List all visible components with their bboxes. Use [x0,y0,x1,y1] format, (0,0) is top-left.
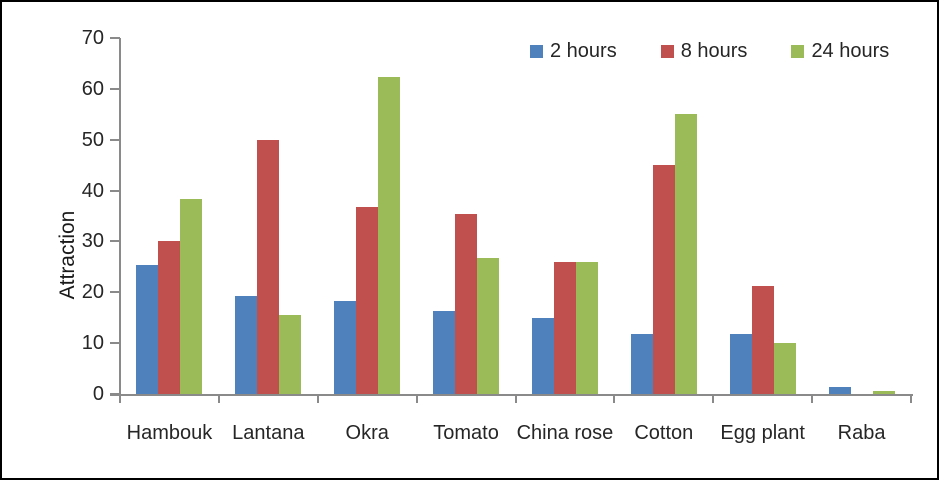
x-tick-mark [613,396,616,403]
y-tick-label: 30 [81,230,104,253]
x-tick-mark [910,396,912,403]
bar-2-hours-raba [828,387,851,394]
y-tick-mark [110,342,120,345]
bar-2-hours-egg-plant [729,334,752,394]
x-tick-mark [217,396,220,403]
y-tick-label: 60 [81,77,104,100]
x-category-label-tomato: Tomato [433,422,499,444]
bar-24-hours-raba [872,391,895,394]
y-tick-label: 70 [81,27,104,49]
y-tick-mark [110,393,120,395]
x-category-label-raba: Raba [837,422,886,444]
legend-swatch-icon [791,44,805,58]
x-tick-mark [811,396,814,403]
bar-24-hours-china-rose [575,261,598,394]
y-tick-label: 20 [81,281,104,304]
bar-2-hours-okra [334,300,357,394]
bar-2-hours-cotton [630,334,653,394]
bar-2-hours-tomato [433,311,456,394]
x-category-label-hambouk: Hambouk [126,422,213,444]
bar-8-hours-hambouk [158,241,181,394]
y-tick-mark [110,291,120,294]
legend-swatch-icon [660,44,674,58]
x-tick-mark [316,396,319,403]
x-tick-mark [415,396,418,403]
y-tick-mark [110,87,120,90]
x-category-label-cotton: Cotton [634,422,694,444]
bar-24-hours-hambouk [180,199,203,394]
legend-swatch-icon [530,44,543,58]
y-tick-mark [110,138,120,141]
x-tick-mark [514,396,517,403]
bar-2-hours-lantana [235,295,258,394]
x-category-label-china-rose: China rose [516,422,614,444]
y-tick-mark [110,240,120,243]
x-category-label-okra: Okra [345,422,389,444]
y-tick-label: 10 [81,332,104,355]
bar-8-hours-egg-plant [751,285,774,394]
legend-item-8-hours: 8 hours [660,40,748,62]
x-axis-line [110,394,913,396]
bar-24-hours-tomato [477,258,500,394]
legend-label: 24 hours [811,40,890,62]
x-tick-mark [712,396,715,403]
bar-8-hours-okra [356,207,379,394]
bar-8-hours-china-rose [553,261,576,394]
bar-24-hours-egg-plant [773,343,796,394]
y-axis-line [119,38,121,396]
x-tick-mark [119,396,121,403]
bar-2-hours-china-rose [531,317,554,394]
bar-24-hours-lantana [279,315,302,394]
bar-24-hours-cotton [674,114,697,394]
legend-item-2-hours: 2 hours [530,41,617,61]
bar-8-hours-tomato [455,214,478,394]
y-tick-label: 0 [92,383,104,405]
bar-24-hours-okra [378,77,401,394]
x-category-label-lantana: Lantana [232,422,305,444]
y-tick-label: 40 [81,179,104,202]
y-tick-mark [110,189,120,192]
legend-item-24-hours: 24 hours [791,41,889,61]
bar-2-hours-hambouk [136,265,159,394]
y-tick-label: 50 [81,128,104,151]
legend-label: 8 hours [680,40,748,62]
bar-8-hours-lantana [257,139,280,394]
bar-8-hours-cotton [652,165,675,394]
legend: 2 hours 8 hours 24 hours [530,41,889,61]
legend-label: 2 hours [550,40,617,62]
y-tick-mark [110,37,120,39]
x-category-label-egg-plant: Egg plant [720,422,805,444]
